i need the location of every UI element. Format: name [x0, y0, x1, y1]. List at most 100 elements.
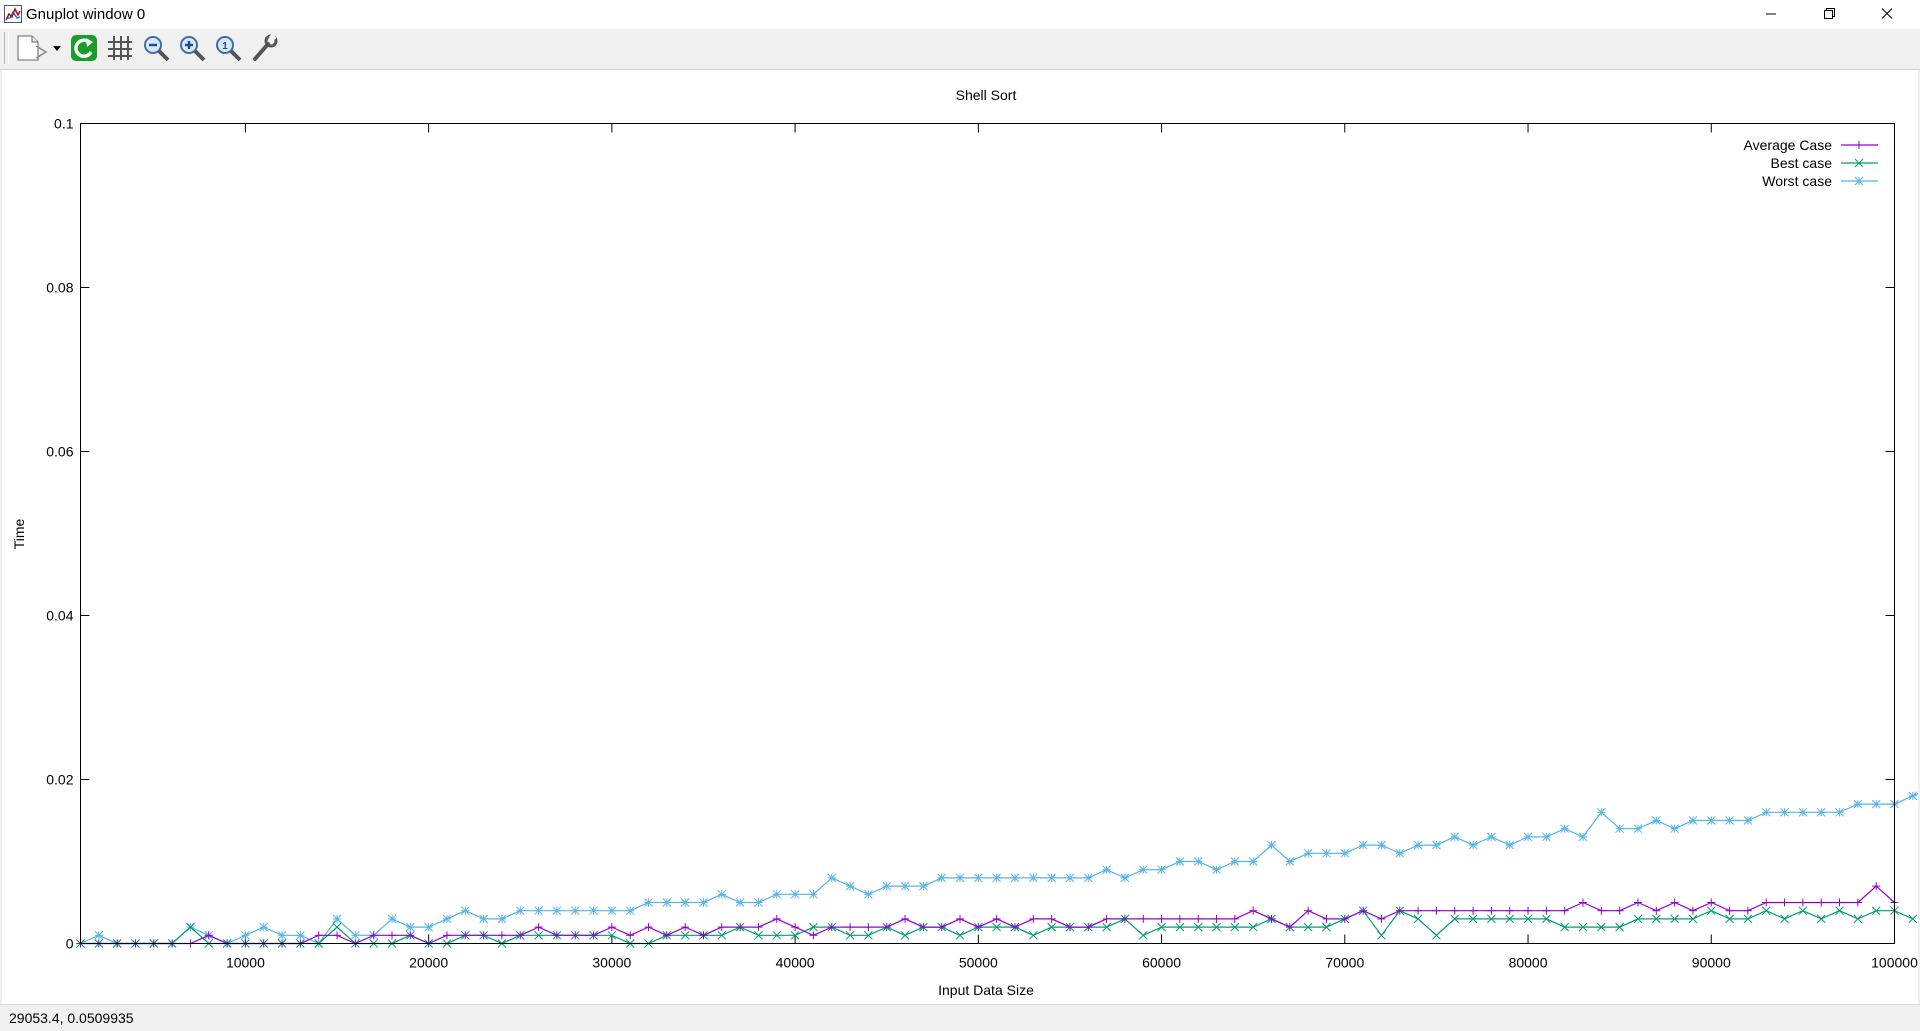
data-point	[1780, 807, 1789, 817]
data-point	[735, 898, 745, 907]
options-button[interactable]	[248, 32, 280, 64]
data-point	[332, 914, 342, 924]
data-point	[1432, 930, 1441, 940]
data-point	[1120, 873, 1130, 883]
zoom-in-icon	[180, 36, 206, 62]
data-point	[809, 889, 818, 899]
data-point	[1267, 840, 1276, 850]
zoom-next-button[interactable]	[176, 32, 208, 64]
data-point	[1322, 922, 1331, 932]
grid-icon	[108, 36, 132, 60]
data-point	[845, 881, 855, 891]
data-point	[1798, 807, 1808, 817]
data-point	[1560, 922, 1570, 932]
data-point	[186, 922, 195, 932]
data-point	[754, 898, 763, 907]
data-point	[1578, 832, 1588, 842]
minimize-icon	[1766, 13, 1776, 15]
data-point	[479, 914, 488, 924]
grid-button[interactable]	[104, 32, 136, 64]
data-point	[1908, 791, 1918, 801]
data-point	[1083, 873, 1093, 883]
data-point	[1505, 914, 1515, 924]
data-point	[350, 930, 360, 940]
plot-canvas[interactable]: Shell Sort Time Input Data Size 10000 200…	[2, 70, 1918, 1004]
data-point	[662, 898, 672, 907]
title-bar: Gnuplot window 0	[0, 0, 1920, 29]
x-tick-label: 90000	[1692, 955, 1731, 971]
data-point	[1377, 930, 1386, 940]
data-point	[1633, 824, 1643, 834]
data-point	[1596, 922, 1606, 932]
data-point	[1688, 816, 1698, 825]
data-point	[680, 898, 690, 907]
data-point	[1413, 840, 1423, 850]
data-point	[680, 930, 690, 940]
minimize-button[interactable]	[1743, 0, 1799, 29]
data-point	[1395, 848, 1405, 858]
shell-sort-chart: Shell Sort Time Input Data Size 10000 200…	[11, 87, 1918, 998]
data-point	[992, 873, 1002, 883]
data-point	[1706, 906, 1716, 916]
data-point	[552, 906, 562, 916]
data-point	[900, 930, 910, 940]
chart-title: Shell Sort	[956, 87, 1017, 103]
data-point	[1432, 840, 1441, 850]
close-button[interactable]	[1859, 0, 1915, 29]
data-point	[1615, 824, 1625, 834]
data-point	[424, 922, 433, 932]
x-tick-label: 80000	[1509, 955, 1548, 971]
restore-icon	[1824, 8, 1835, 19]
data-point	[790, 889, 800, 899]
copy-print-menu-button[interactable]	[12, 32, 64, 64]
data-point	[1761, 906, 1771, 916]
y-tick-label: 0.02	[46, 772, 73, 788]
zoom-previous-button[interactable]	[140, 32, 172, 64]
data-point	[1358, 840, 1368, 850]
restore-button[interactable]	[1801, 0, 1857, 29]
series-line	[80, 885, 1895, 945]
data-point	[754, 930, 763, 940]
data-point	[1798, 906, 1808, 916]
data-point	[772, 889, 782, 899]
data-point	[1853, 799, 1863, 809]
toolbar-grip	[4, 32, 9, 64]
data-point	[1193, 922, 1203, 932]
data-point	[1761, 807, 1771, 817]
data-point	[1560, 824, 1570, 834]
data-point	[1157, 922, 1166, 932]
data-point	[1743, 816, 1753, 825]
data-point	[1871, 799, 1881, 809]
data-point	[1523, 832, 1533, 842]
data-point	[1010, 873, 1020, 883]
data-point	[534, 906, 543, 916]
data-point	[1505, 840, 1515, 850]
data-point	[1542, 914, 1551, 924]
replot-button[interactable]	[68, 32, 100, 64]
data-point	[1138, 865, 1148, 875]
data-point	[1725, 816, 1734, 825]
data-point	[955, 930, 965, 940]
y-axis-label: Time	[11, 518, 27, 549]
data-point	[1487, 914, 1496, 924]
data-point	[1413, 914, 1423, 924]
status-bar: 29053.4, 0.0509935	[0, 1004, 1920, 1031]
x-tick-label: 20000	[409, 955, 448, 971]
close-icon	[1881, 8, 1893, 19]
data-point	[1028, 930, 1038, 940]
data-point	[241, 930, 250, 940]
data-point	[1248, 857, 1258, 866]
data-point	[1633, 914, 1643, 924]
data-point	[1835, 906, 1844, 916]
x-tick-label: 70000	[1325, 955, 1364, 971]
x-tick-label: 10000	[226, 955, 265, 971]
data-point	[1743, 914, 1753, 924]
data-point	[1230, 922, 1240, 932]
data-point	[1157, 865, 1166, 875]
series-average-case	[76, 882, 1899, 948]
data-point	[1230, 857, 1240, 866]
data-point	[387, 914, 397, 924]
x-tick-label: 100000	[1871, 955, 1918, 971]
autoscale-button[interactable]: 1	[212, 32, 244, 64]
wrench-icon	[253, 33, 278, 61]
